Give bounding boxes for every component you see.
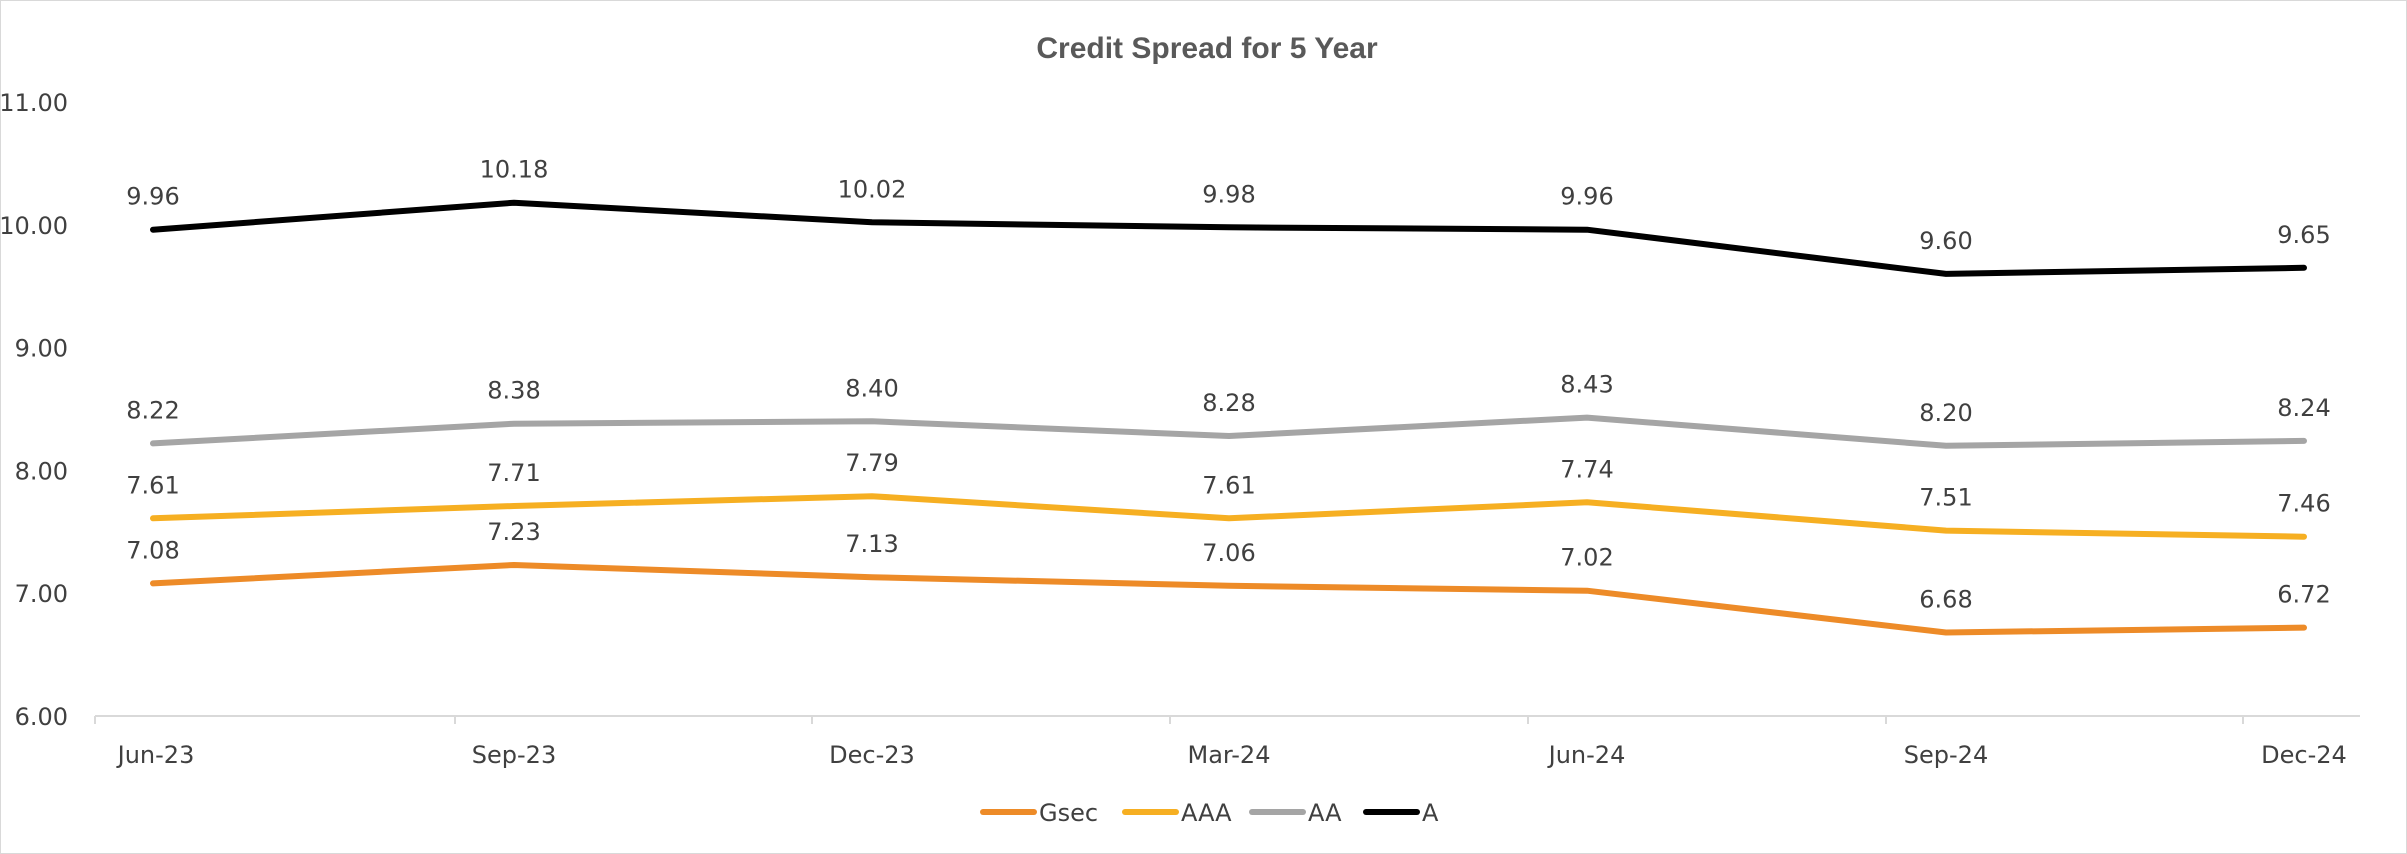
data-label-a: 10.18 xyxy=(480,156,549,184)
data-label-a: 9.96 xyxy=(1560,183,1613,211)
data-label-aaa: 7.79 xyxy=(845,449,898,477)
x-tick-label: Jun-23 xyxy=(116,741,195,769)
data-label-gsec: 7.06 xyxy=(1202,539,1255,567)
data-label-aa: 8.40 xyxy=(845,374,898,402)
data-label-aaa: 7.61 xyxy=(126,471,179,499)
data-label-gsec: 6.68 xyxy=(1919,586,1972,614)
legend-label-gsec: Gsec xyxy=(1039,799,1098,827)
series-line-aaa xyxy=(150,493,2307,540)
data-label-a: 9.96 xyxy=(126,183,179,211)
series-line-aa xyxy=(150,414,2307,449)
chart-title: Credit Spread for 5 Year xyxy=(1036,32,1378,65)
axes xyxy=(94,715,2360,724)
legend-label-aaa: AAA xyxy=(1181,799,1232,827)
x-tick-label: Mar-24 xyxy=(1188,741,1271,769)
x-tick-label: Dec-23 xyxy=(829,741,915,769)
data-label-aa: 8.38 xyxy=(487,377,540,405)
legend-label-a: A xyxy=(1422,799,1439,827)
data-label-aa: 8.20 xyxy=(1919,399,1972,427)
data-labels: 7.08 7.23 7.13 7.06 7.02 6.68 6.72 7.61 7.71 7.79… xyxy=(126,156,2330,614)
data-label-aa: 8.24 xyxy=(2277,394,2330,422)
y-tick-label: 6.00 xyxy=(15,703,68,731)
data-label-aa: 8.28 xyxy=(1202,389,1255,417)
x-axis-ticks: Jun-23 Sep-23 Dec-23 Mar-24 Jun-24 Sep-24 Dec-… xyxy=(116,741,2347,769)
data-label-aaa: 7.71 xyxy=(487,459,540,487)
x-tick-label: Dec-24 xyxy=(2261,741,2347,769)
data-label-a: 9.65 xyxy=(2277,221,2330,249)
y-tick-label: 9.00 xyxy=(15,335,68,363)
data-label-aaa: 7.51 xyxy=(1919,484,1972,512)
data-label-aaa: 7.74 xyxy=(1560,455,1613,483)
data-label-aa: 8.43 xyxy=(1560,371,1613,399)
series-line-gsec xyxy=(150,562,2307,636)
legend-label-aa: AA xyxy=(1308,799,1342,827)
y-axis-ticks: 6.00 7.00 8.00 9.00 10.00 11.00 xyxy=(0,89,68,731)
y-tick-label: 7.00 xyxy=(15,580,68,608)
series-line-a xyxy=(150,199,2307,277)
data-label-aaa: 7.61 xyxy=(1202,471,1255,499)
data-label-gsec: 7.08 xyxy=(126,536,179,564)
x-tick-label: Jun-24 xyxy=(1547,741,1626,769)
data-label-aa: 8.22 xyxy=(126,396,179,424)
x-tick-label: Sep-23 xyxy=(472,741,556,769)
data-label-gsec: 7.13 xyxy=(845,530,898,558)
series-lines xyxy=(150,199,2307,636)
y-tick-label: 10.00 xyxy=(0,212,68,240)
y-tick-label: 8.00 xyxy=(15,457,68,485)
x-tick-label: Sep-24 xyxy=(1904,741,1988,769)
data-label-a: 9.98 xyxy=(1202,180,1255,208)
data-label-gsec: 6.72 xyxy=(2277,581,2330,609)
y-tick-label: 11.00 xyxy=(0,89,68,117)
data-label-a: 9.60 xyxy=(1919,227,1972,255)
legend: Gsec AAA AA A xyxy=(980,799,1439,827)
data-label-gsec: 7.02 xyxy=(1560,544,1613,572)
data-label-gsec: 7.23 xyxy=(487,518,540,546)
data-label-a: 10.02 xyxy=(838,175,907,203)
data-label-aaa: 7.46 xyxy=(2277,490,2330,518)
